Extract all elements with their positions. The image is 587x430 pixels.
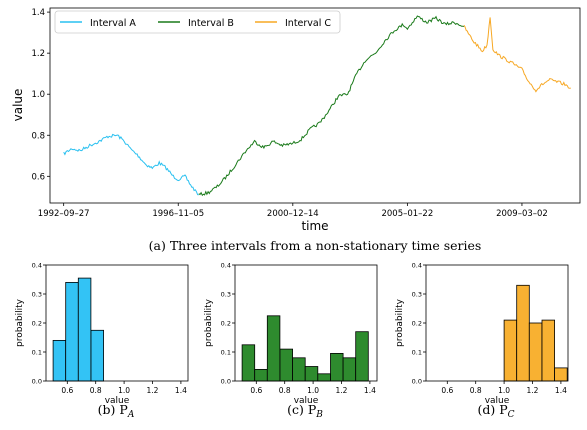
histogram-bar — [254, 368, 268, 382]
caption-main: (a) Three intervals from a non-stationar… — [149, 238, 482, 253]
legend: Interval A Interval B Interval C — [54, 10, 341, 34]
histogram-bar — [554, 367, 568, 382]
histogram-bar — [342, 357, 357, 382]
histogram-y-axis-label: probability — [204, 298, 214, 347]
histogram-x-axis-label: value — [485, 396, 510, 406]
main-lines — [63, 15, 571, 197]
histogram-x-tick-label: 1.0 — [307, 386, 319, 395]
histogram-y-tick-label: 0.4 — [32, 262, 42, 270]
histogram-x-tick-label: 0.6 — [61, 386, 73, 395]
histogram-y-tick-label: 0.2 — [221, 320, 231, 328]
histogram-y-axis-label: probability — [15, 298, 25, 347]
caption-pc-sub: C — [508, 410, 515, 420]
histogram-x-tick-label: 1.2 — [336, 386, 348, 395]
histogram-x-tick-label: 0.6 — [441, 386, 453, 395]
histogram-bar — [355, 331, 369, 382]
caption-pb-text: (c) P — [287, 402, 316, 417]
main-y-tick-label: 1.2 — [31, 49, 45, 59]
main-plot-frame — [49, 7, 581, 204]
main-y-axis-label: value — [11, 89, 25, 122]
histogram-x-axis-label: value — [294, 396, 319, 406]
main-x-tick-label: 1992–09–27 — [38, 209, 90, 219]
caption-pa-sub: A — [127, 410, 135, 420]
histogram-bar — [541, 319, 556, 382]
series-line-interval-b — [198, 15, 464, 197]
legend-label-b: Interval B — [188, 18, 234, 29]
histogram-bar — [516, 284, 530, 382]
histogram-y-tick-label: 0.1 — [221, 349, 231, 357]
series-line-interval-a — [63, 133, 199, 196]
histogram-pc: 0.6 0.8 1.0 1.2 1.4 0.0 0.1 0.2 0.3 0.4 value proba… — [395, 262, 569, 406]
histogram-x-tick-label: 1.4 — [555, 386, 567, 395]
legend-label-c: Interval C — [285, 18, 331, 29]
histogram-y-tick-label: 0.0 — [32, 378, 42, 386]
histogram-y-tick-label: 0.4 — [221, 262, 231, 270]
caption-pa-text: (b) P — [98, 402, 128, 417]
histogram-y-tick-label: 0.2 — [412, 320, 422, 328]
histogram-bar — [90, 329, 105, 382]
main-x-ticks: 1992–09–27 1996–11–05 2000–12–14 2005–01–22… — [38, 203, 548, 219]
histogram-x-tick-label: 1.2 — [147, 386, 159, 395]
legend-label-a: Interval A — [90, 18, 136, 29]
histogram-y-tick-label: 0.3 — [412, 291, 422, 299]
histogram-bar — [52, 339, 67, 382]
histogram-bar — [65, 281, 79, 382]
main-y-tick-label: 1.0 — [31, 90, 45, 100]
main-x-tick-label: 1996–11–05 — [152, 209, 204, 219]
histogram-x-axis-label: value — [105, 396, 130, 406]
histogram-bar — [241, 344, 256, 382]
series-line-interval-c — [463, 17, 571, 93]
histogram-y-tick-label: 0.1 — [412, 349, 422, 357]
histogram-x-tick-label: 1.0 — [498, 386, 510, 395]
histogram-y-tick-label: 0.3 — [221, 291, 231, 299]
main-x-tick-label: 2000–12–14 — [267, 209, 319, 219]
main-x-tick-label: 2005–01–22 — [381, 209, 433, 219]
legend-frame — [54, 10, 341, 34]
histogram-y-tick-label: 0.3 — [32, 291, 42, 299]
histogram-y-tick-label: 0.4 — [412, 262, 422, 270]
histogram-x-tick-label: 1.4 — [364, 386, 376, 395]
histogram-y-axis-label: probability — [395, 298, 405, 347]
main-y-tick-label: 0.8 — [31, 131, 45, 141]
histogram-x-tick-label: 1.0 — [118, 386, 130, 395]
histogram-bar — [304, 366, 319, 382]
histogram-x-tick-label: 0.6 — [250, 386, 262, 395]
histogram-x-tick-label: 0.8 — [470, 386, 482, 395]
histogram-y-tick-label: 0.0 — [412, 378, 422, 386]
histogram-bar — [266, 315, 281, 382]
caption-pc-text: (d) P — [477, 402, 507, 417]
main-y-ticks: 0.6 0.8 1.0 1.2 1.4 — [31, 8, 50, 182]
main-y-tick-label: 1.4 — [31, 8, 45, 18]
histogram-x-tick-label: 1.2 — [527, 386, 539, 395]
histogram-y-tick-label: 0.1 — [32, 349, 42, 357]
histogram-bar — [528, 322, 543, 382]
caption-pb: (c) PB — [287, 402, 323, 420]
main-chart: 1992–09–27 1996–11–05 2000–12–14 2005–01–22… — [11, 7, 581, 233]
histogram-x-tick-label: 1.4 — [175, 386, 187, 395]
histogram-y-tick-label: 0.2 — [32, 320, 42, 328]
histogram-y-tick-label: 0.0 — [221, 378, 231, 386]
histogram-x-tick-label: 0.8 — [279, 386, 291, 395]
histogram-bar — [77, 277, 92, 382]
histogram-pb: 0.6 0.8 1.0 1.2 1.4 0.0 0.1 0.2 0.3 0.4 value proba… — [204, 262, 378, 406]
histogram-bar — [317, 373, 331, 382]
caption-pb-sub: B — [315, 410, 323, 420]
caption-pc: (d) PC — [477, 402, 514, 420]
histogram-x-tick-label: 0.8 — [90, 386, 102, 395]
histogram-bar — [330, 352, 344, 382]
main-y-tick-label: 0.6 — [31, 172, 45, 182]
main-x-tick-label: 2009–03–02 — [496, 209, 548, 219]
histogram-pa: 0.6 0.8 1.0 1.2 1.4 0.0 0.1 0.2 0.3 0.4 value proba… — [15, 262, 189, 406]
histogram-bar — [503, 319, 518, 382]
histogram-bar — [279, 348, 294, 382]
histogram-bar — [292, 357, 306, 382]
main-x-axis-label: time — [301, 219, 328, 233]
caption-pa: (b) PA — [98, 402, 135, 420]
